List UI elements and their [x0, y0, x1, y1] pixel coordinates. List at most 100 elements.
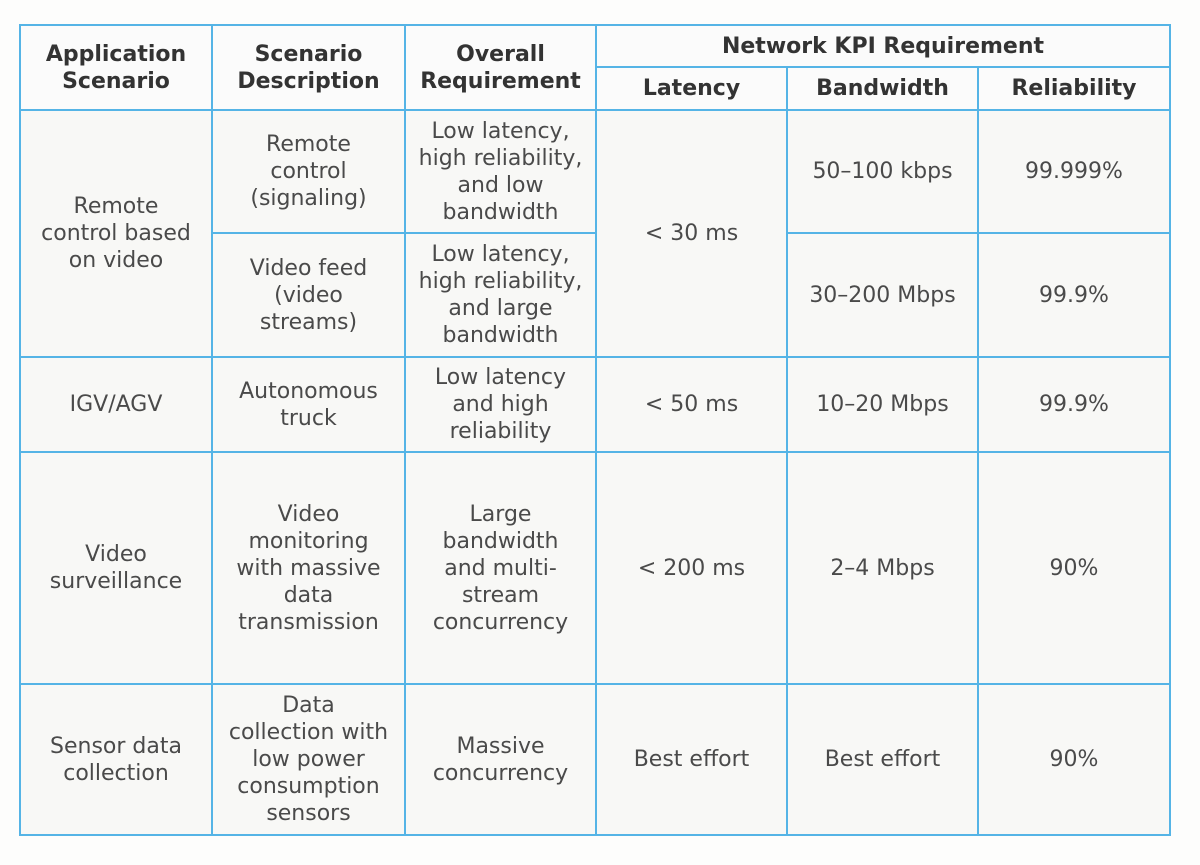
cell-text: Low latency,: [431, 118, 570, 144]
cell-text: Description: [237, 68, 380, 94]
cell-text: 90%: [1049, 555, 1099, 581]
cell-text: data: [283, 582, 334, 608]
cell-text: Overall: [456, 41, 545, 67]
cell-text: on video: [68, 248, 164, 273]
header-group-cell: Network KPI Requirement: [595, 24, 1171, 68]
cell-text: high reliability,: [418, 269, 583, 294]
cell-text: collection: [63, 760, 169, 786]
cell-text: 10–20 Mbps: [816, 392, 949, 417]
header-cell: Scenario Description: [211, 24, 406, 111]
cell-text: Video feed: [249, 255, 368, 281]
cell-text: Data: [282, 693, 335, 718]
description-cell: Video monitoring with massive data transmiss…: [211, 451, 406, 685]
cell-text: Latency: [642, 76, 741, 101]
header-cell: Latency: [595, 66, 788, 111]
reliability-cell: 90%: [977, 683, 1171, 836]
cell-text: control: [270, 159, 347, 184]
cell-text: and high: [452, 392, 549, 417]
cell-text: transmission: [238, 609, 379, 635]
cell-text: truck: [280, 405, 337, 431]
header-cell: Overall Requirement: [404, 24, 597, 111]
cell-text: Remote: [266, 132, 351, 157]
reliability-cell: 99.999%: [977, 109, 1171, 234]
requirement-cell: Massive concurrency: [404, 683, 597, 836]
cell-text: < 30 ms: [644, 221, 739, 246]
cell-text: concurrency: [432, 609, 569, 635]
cell-text: Scenario: [254, 41, 363, 67]
cell-text: and large: [448, 296, 553, 321]
cell-text: collection with: [228, 720, 389, 745]
requirement-cell: Low latency, high reliability, and low band…: [404, 109, 597, 234]
cell-text: streams): [259, 309, 358, 335]
cell-text: Best effort: [824, 747, 941, 772]
cell-text: Sensor data: [50, 733, 182, 759]
cell-text: low power: [252, 747, 365, 772]
cell-text: concurrency: [432, 760, 569, 786]
cell-text: (video: [274, 282, 343, 308]
cell-text: 30–200 Mbps: [809, 282, 956, 308]
cell-text: 99.9%: [1039, 392, 1109, 417]
cell-text: surveillance: [49, 569, 183, 594]
description-cell: Data collection with low power consumption s…: [211, 683, 406, 836]
cell-text: Massive: [456, 733, 545, 759]
header-cell: Reliability: [977, 66, 1171, 111]
cell-text: Autonomous: [239, 378, 378, 404]
description-cell: Autonomous truck: [211, 356, 406, 453]
bandwidth-cell: 10–20 Mbps: [786, 356, 979, 453]
cell-text: Reliability: [1011, 76, 1137, 101]
reliability-cell: 99.9%: [977, 232, 1171, 358]
scenario-cell: Sensor data collection: [19, 683, 213, 836]
cell-text: and multi-: [444, 555, 557, 581]
cell-text: < 50 ms: [644, 392, 739, 417]
cell-text: bandwidth: [442, 199, 559, 225]
cell-text: 99.9%: [1039, 282, 1109, 308]
cell-text: Video: [277, 501, 340, 527]
cell-text: Remote: [73, 194, 159, 219]
scenario-cell: Video surveillance: [19, 451, 213, 685]
cell-text: high reliability,: [418, 145, 583, 171]
cell-text: reliability: [449, 419, 552, 444]
description-cell: Remote control (signaling): [211, 109, 406, 234]
cell-text: Large: [469, 501, 532, 527]
cell-text: monitoring: [248, 528, 369, 554]
bandwidth-cell: 2–4 Mbps: [786, 451, 979, 685]
cell-text: with massive: [236, 555, 381, 581]
cell-text: Low latency: [434, 365, 567, 390]
header-cell: Bandwidth: [786, 66, 979, 111]
reliability-cell: 99.9%: [977, 356, 1171, 453]
cell-text: Low latency,: [431, 242, 570, 267]
cell-text: Bandwidth: [816, 76, 949, 101]
bandwidth-cell: 50–100 kbps: [786, 109, 979, 234]
latency-cell: Best effort: [595, 683, 788, 836]
cell-text: bandwidth: [442, 528, 559, 554]
requirement-cell: Large bandwidth and multi-stream concurrenc…: [404, 451, 597, 685]
cell-text: control based: [41, 221, 191, 246]
bandwidth-cell: 30–200 Mbps: [786, 232, 979, 358]
cell-text: Application: [45, 41, 187, 67]
latency-cell: < 30 ms: [595, 109, 788, 358]
cell-text: < 200 ms: [637, 555, 746, 581]
requirement-cell: Low latency and high reliability: [404, 356, 597, 453]
reliability-cell: 90%: [977, 451, 1171, 685]
scenario-cell: IGV/AGV: [19, 356, 213, 453]
description-cell: Video feed (video streams): [211, 232, 406, 358]
cell-text: consumption: [237, 774, 380, 799]
cell-text: 2–4 Mbps: [830, 555, 935, 581]
cell-text: Best effort: [633, 747, 750, 772]
cell-text: bandwidth: [442, 323, 559, 348]
cell-text: IGV/AGV: [69, 392, 163, 417]
cell-text: 99.999%: [1025, 159, 1123, 184]
cell-text: Requirement: [420, 68, 581, 94]
latency-cell: < 50 ms: [595, 356, 788, 453]
scenario-cell: Remote control based on video: [19, 109, 213, 358]
cell-text: Scenario: [62, 68, 170, 94]
bandwidth-cell: Best effort: [786, 683, 979, 836]
cell-text: stream: [461, 582, 540, 608]
requirement-cell: Low latency, high reliability, and large ba…: [404, 232, 597, 358]
cell-text: Video: [85, 542, 147, 567]
cell-text: and low: [457, 172, 544, 198]
cell-text: sensors: [266, 801, 351, 826]
cell-text: 90%: [1049, 747, 1099, 772]
cell-text: 50–100 kbps: [812, 159, 953, 184]
